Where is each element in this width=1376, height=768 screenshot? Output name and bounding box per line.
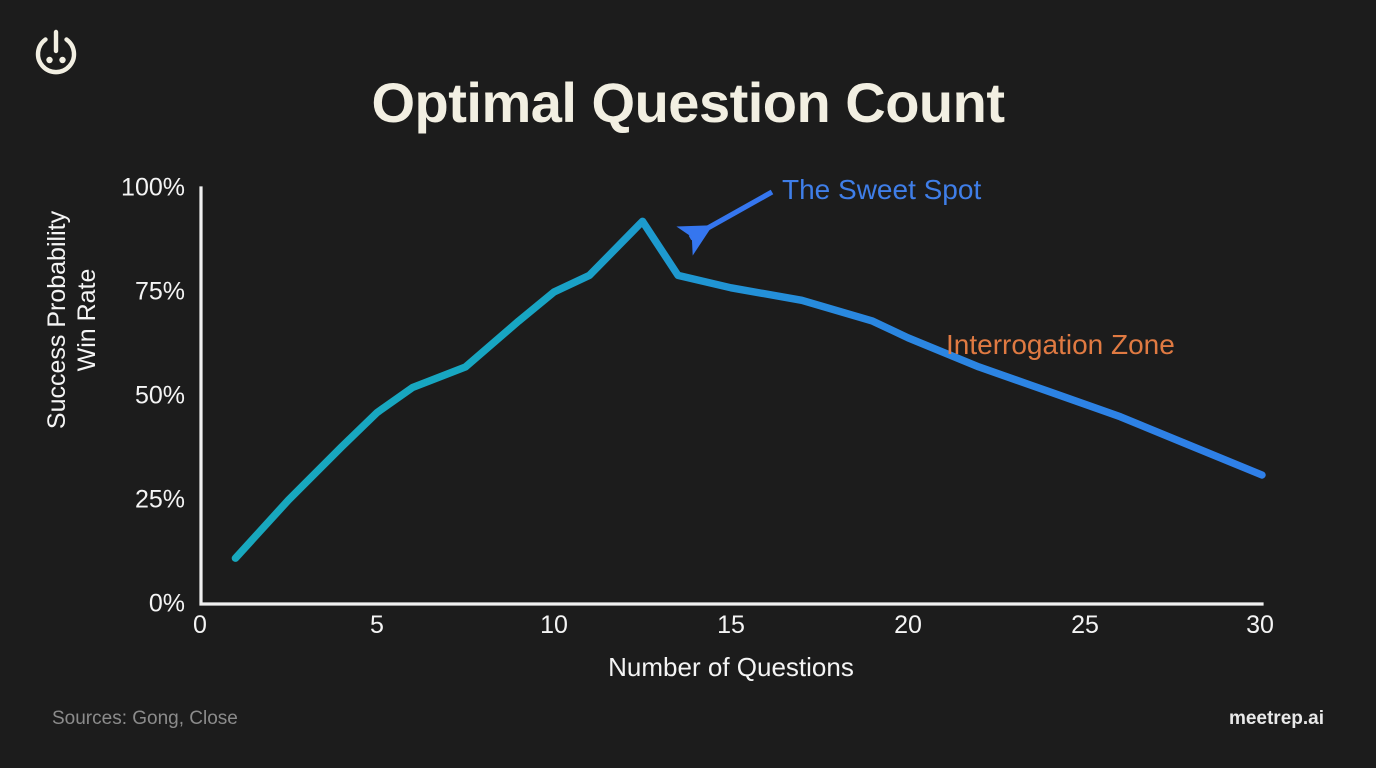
sources-note: Sources: Gong, Close: [52, 708, 238, 729]
x-tick-30: 30: [1246, 611, 1274, 639]
y-tick-75: 75%: [134, 277, 185, 306]
power-face-logo-icon: [35, 29, 77, 75]
x-tick-25: 25: [1071, 611, 1099, 639]
sweet-spot-arrow: [676, 189, 774, 256]
x-tick-5: 5: [370, 611, 384, 639]
y-tick-0: 0%: [148, 589, 185, 618]
y-tick-50: 50%: [134, 381, 185, 410]
y-axis-label: Success Probability Win Rate: [43, 210, 101, 430]
x-tick-10: 10: [540, 611, 568, 639]
y-tick-25: 25%: [134, 485, 185, 514]
chart-axes: [199, 186, 1264, 606]
page-title: Optimal Question Count: [371, 71, 1005, 134]
annotation-interrogation-zone: Interrogation Zone: [946, 329, 1175, 360]
x-axis-label: Number of Questions: [608, 652, 854, 682]
x-tick-0: 0: [193, 611, 207, 639]
y-tick-100: 100%: [121, 173, 185, 202]
x-tick-15: 15: [717, 611, 745, 639]
brand-watermark: meetrep.ai: [1228, 708, 1324, 729]
data-line-win-rate: [231, 217, 1266, 562]
x-tick-20: 20: [894, 611, 922, 639]
annotation-sweet-spot: The Sweet Spot: [782, 174, 982, 205]
